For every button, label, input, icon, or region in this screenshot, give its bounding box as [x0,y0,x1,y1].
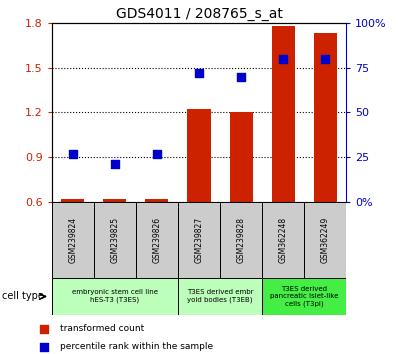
FancyBboxPatch shape [178,202,220,278]
Text: GSM362249: GSM362249 [321,217,330,263]
Text: GSM239827: GSM239827 [195,217,203,263]
Text: GSM239828: GSM239828 [236,217,246,263]
Text: T3ES derived embr
yoid bodies (T3EB): T3ES derived embr yoid bodies (T3EB) [187,290,253,303]
Bar [271,26,295,202]
Point [41,326,48,331]
Point [196,70,202,76]
FancyBboxPatch shape [262,202,304,278]
Bar [187,109,211,202]
FancyBboxPatch shape [220,202,262,278]
FancyBboxPatch shape [52,202,94,278]
Point [70,151,76,156]
Text: GSM239825: GSM239825 [110,217,119,263]
Text: GSM239824: GSM239824 [68,217,77,263]
Point [238,74,244,80]
Title: GDS4011 / 208765_s_at: GDS4011 / 208765_s_at [115,7,283,21]
Text: cell type: cell type [2,291,44,302]
Bar [145,199,168,202]
Text: T3ES derived
pancreatic islet-like
cells (T3pi): T3ES derived pancreatic islet-like cells… [270,286,338,307]
Bar [314,33,337,202]
Text: embryonic stem cell line
hES-T3 (T3ES): embryonic stem cell line hES-T3 (T3ES) [72,290,158,303]
Bar [103,199,127,202]
FancyBboxPatch shape [136,202,178,278]
Point [112,161,118,167]
FancyBboxPatch shape [304,202,346,278]
Text: transformed count: transformed count [60,324,144,333]
FancyBboxPatch shape [262,278,346,315]
Bar [61,199,84,202]
FancyBboxPatch shape [94,202,136,278]
Text: percentile rank within the sample: percentile rank within the sample [60,342,213,352]
Point [280,56,286,62]
Text: GSM239826: GSM239826 [152,217,162,263]
Text: GSM362248: GSM362248 [279,217,288,263]
Point [41,344,48,350]
FancyBboxPatch shape [178,278,262,315]
Point [154,151,160,156]
Point [322,56,328,62]
Bar [230,113,253,202]
FancyBboxPatch shape [52,278,178,315]
